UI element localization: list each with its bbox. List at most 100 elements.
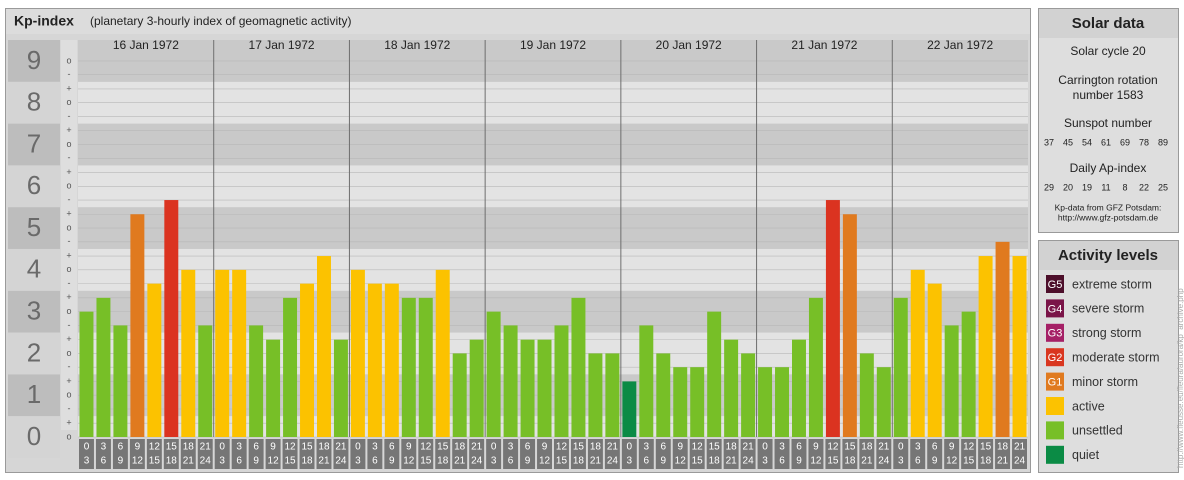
carrington: number 1583 — [1073, 88, 1144, 102]
y-tick-label: 9 — [27, 45, 41, 75]
time-slot-box — [587, 439, 603, 469]
time-slot-from: 0 — [898, 442, 904, 453]
time-slot-from: 9 — [677, 442, 683, 453]
time-slot-from: 3 — [372, 442, 378, 453]
time-slot-box — [282, 439, 298, 469]
bar — [656, 353, 671, 437]
time-slot-to: 21 — [454, 456, 466, 467]
bar — [317, 256, 331, 437]
minor-tick-label: o — [66, 181, 71, 191]
time-slot-from: 18 — [590, 442, 602, 453]
solar-title: Solar data — [1072, 15, 1145, 32]
y-tick-label: 7 — [27, 128, 41, 158]
time-slot-from: 18 — [183, 442, 195, 453]
y-band — [8, 290, 60, 333]
minor-tick-label: o — [66, 222, 71, 232]
time-slot-to: 15 — [827, 456, 839, 467]
time-slot-box — [893, 439, 909, 469]
time-slot-to: 24 — [743, 456, 755, 467]
solar-panel — [1038, 8, 1179, 233]
level-label: severe storm — [1072, 302, 1144, 316]
bar — [978, 256, 993, 437]
time-slot-box — [486, 439, 502, 469]
time-slot-box — [384, 439, 400, 469]
time-slot-box — [401, 439, 417, 469]
bar — [842, 214, 857, 437]
time-slot-box — [672, 439, 688, 469]
time-slot-from: 12 — [420, 442, 432, 453]
bar — [808, 297, 823, 437]
minor-tick-label: + — [66, 125, 71, 135]
bar — [249, 325, 264, 437]
bar — [554, 325, 569, 437]
time-slot-to: 9 — [796, 456, 802, 467]
time-slot-from: 15 — [301, 442, 313, 453]
time-slot-to: 12 — [539, 456, 551, 467]
time-slot-from: 6 — [796, 442, 802, 453]
time-slot-box — [1012, 439, 1027, 469]
y-tick-label: 8 — [27, 87, 41, 117]
time-slot-from: 3 — [101, 442, 107, 453]
bar — [961, 311, 976, 437]
bar — [995, 241, 1010, 437]
level-badge: G1 — [1048, 377, 1063, 389]
y-tick-label: 2 — [27, 337, 41, 367]
time-slot-from: 21 — [743, 442, 755, 453]
time-slot-to: 9 — [525, 456, 531, 467]
bar — [367, 283, 382, 437]
time-slot-box — [757, 439, 773, 469]
time-slot-to: 9 — [660, 456, 666, 467]
bar — [130, 214, 145, 437]
minor-tick-label: + — [66, 167, 71, 177]
y-band — [8, 374, 60, 417]
time-slot-box — [808, 439, 824, 469]
time-slot-to: 18 — [573, 456, 585, 467]
level-swatch — [1046, 348, 1064, 367]
time-slot-from: 18 — [454, 442, 466, 453]
time-slot-from: 9 — [813, 442, 819, 453]
level-swatch — [1046, 397, 1064, 415]
time-slot-from: 12 — [963, 442, 975, 453]
sunspot-value: 89 — [1158, 137, 1168, 147]
minor-tick-label: - — [68, 236, 71, 246]
sunspot-title: Sunspot number — [1064, 116, 1152, 130]
time-slot-from: 3 — [779, 442, 785, 453]
time-slot-box — [503, 439, 519, 469]
bar — [215, 269, 230, 437]
y-band — [8, 248, 60, 291]
time-slot-from: 6 — [932, 442, 938, 453]
minor-column — [61, 40, 77, 430]
minor-tick-label: - — [68, 362, 71, 372]
side-note: http://www.fleusse.eu/fleura/aurora/kp_a… — [1176, 288, 1184, 468]
time-slot-to: 15 — [284, 456, 296, 467]
time-slot-to: 18 — [166, 456, 178, 467]
time-slot-box — [842, 439, 858, 469]
solar-cycle: Solar cycle 20 — [1070, 44, 1146, 58]
time-slot-from: 3 — [236, 442, 242, 453]
bar — [876, 367, 891, 437]
time-slot-from: 0 — [762, 442, 768, 453]
minor-tick-label: o — [66, 306, 71, 316]
bar — [164, 200, 179, 437]
time-slot-from: 3 — [915, 442, 921, 453]
ap-value: 11 — [1101, 182, 1110, 192]
time-slot-from: 15 — [166, 442, 178, 453]
date-label: 21 Jan 1972 — [791, 38, 857, 52]
time-slot-box — [927, 439, 943, 469]
time-slot-box — [961, 439, 977, 469]
time-slot-from: 9 — [406, 442, 412, 453]
time-slot-from: 21 — [1014, 442, 1026, 453]
y-tick-label: 6 — [27, 170, 41, 200]
bar — [944, 325, 959, 437]
level-badge: G5 — [1048, 279, 1063, 291]
y-band — [8, 416, 60, 458]
bar — [418, 297, 433, 437]
time-slot-to: 21 — [183, 456, 195, 467]
time-slot-from: 15 — [437, 442, 449, 453]
plot-band — [78, 416, 1028, 437]
time-slot-to: 24 — [607, 456, 619, 467]
ap-title: Daily Ap-index — [1070, 161, 1147, 175]
time-slot-from: 0 — [219, 442, 225, 453]
time-slot-box — [469, 439, 485, 469]
